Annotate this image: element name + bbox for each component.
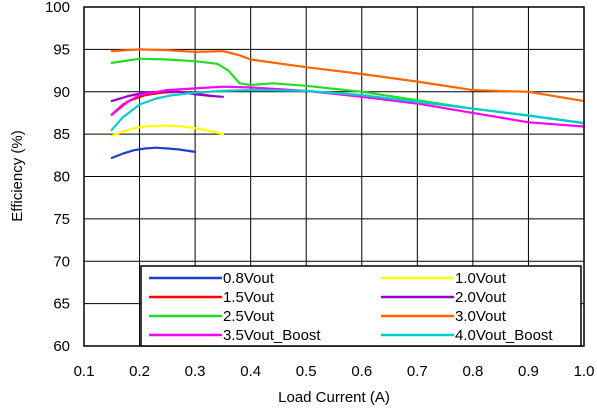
- x-tick-label: 0.8: [462, 363, 483, 380]
- y-tick-label: 65: [53, 296, 70, 313]
- series-line-3-5vout-boost: [110, 85, 586, 128]
- legend-box: [140, 265, 582, 347]
- y-tick-label: 95: [53, 41, 70, 58]
- series-line-1-0vout: [110, 124, 224, 137]
- legend-label-4-0vout-boost: 4.0Vout_Boost: [455, 327, 553, 344]
- x-tick-label: 0.4: [240, 363, 261, 380]
- legend: 0.8Vout 1.0Vout 1.5Vout 2.0Vout 2.5Vout 3.0Vo…: [140, 265, 582, 347]
- y-tick-label: 90: [53, 84, 70, 101]
- series-line-3-0vout: [110, 48, 586, 103]
- legend-label-3-0vout: 3.0Vout: [455, 308, 507, 325]
- x-tick-label: 1.0: [574, 363, 595, 380]
- y-tick-label: 60: [53, 338, 70, 355]
- y-tick-label: 80: [53, 169, 70, 186]
- x-tick-label: 0.7: [407, 363, 428, 380]
- legend-label-1-5vout: 1.5Vout: [223, 289, 275, 306]
- y-tick-label: 85: [53, 126, 70, 143]
- axis-ticks: 60 65 70 75 80 85 90 95 100 0.1 0.2 0.3 0.4 0.5 0.6 0.7…: [45, 0, 594, 380]
- x-tick-label: 0.3: [185, 363, 206, 380]
- x-tick-label: 0.6: [351, 363, 372, 380]
- legend-label-0-8vout: 0.8Vout: [223, 270, 275, 287]
- x-tick-label: 0.9: [518, 363, 539, 380]
- legend-label-2-0vout: 2.0Vout: [455, 289, 507, 306]
- x-tick-label: 0.1: [74, 363, 95, 380]
- x-tick-label: 0.2: [129, 363, 150, 380]
- series-line-0-8vout: [110, 146, 197, 159]
- y-axis-title: Efficiency (%): [9, 130, 26, 221]
- series-line-4-0vout-boost: [110, 88, 586, 131]
- x-tick-label: 0.5: [296, 363, 317, 380]
- y-tick-label: 100: [45, 0, 70, 16]
- series-lines: [110, 48, 586, 159]
- y-tick-label: 75: [53, 211, 70, 228]
- series-line-2-0vout: [110, 90, 224, 103]
- legend-label-3-5vout-boost: 3.5Vout_Boost: [223, 327, 321, 344]
- legend-label-1-0vout: 1.0Vout: [455, 270, 507, 287]
- y-tick-label: 70: [53, 253, 70, 270]
- legend-label-2-5vout: 2.5Vout: [223, 308, 275, 325]
- x-axis-title: Load Current (A): [278, 389, 390, 406]
